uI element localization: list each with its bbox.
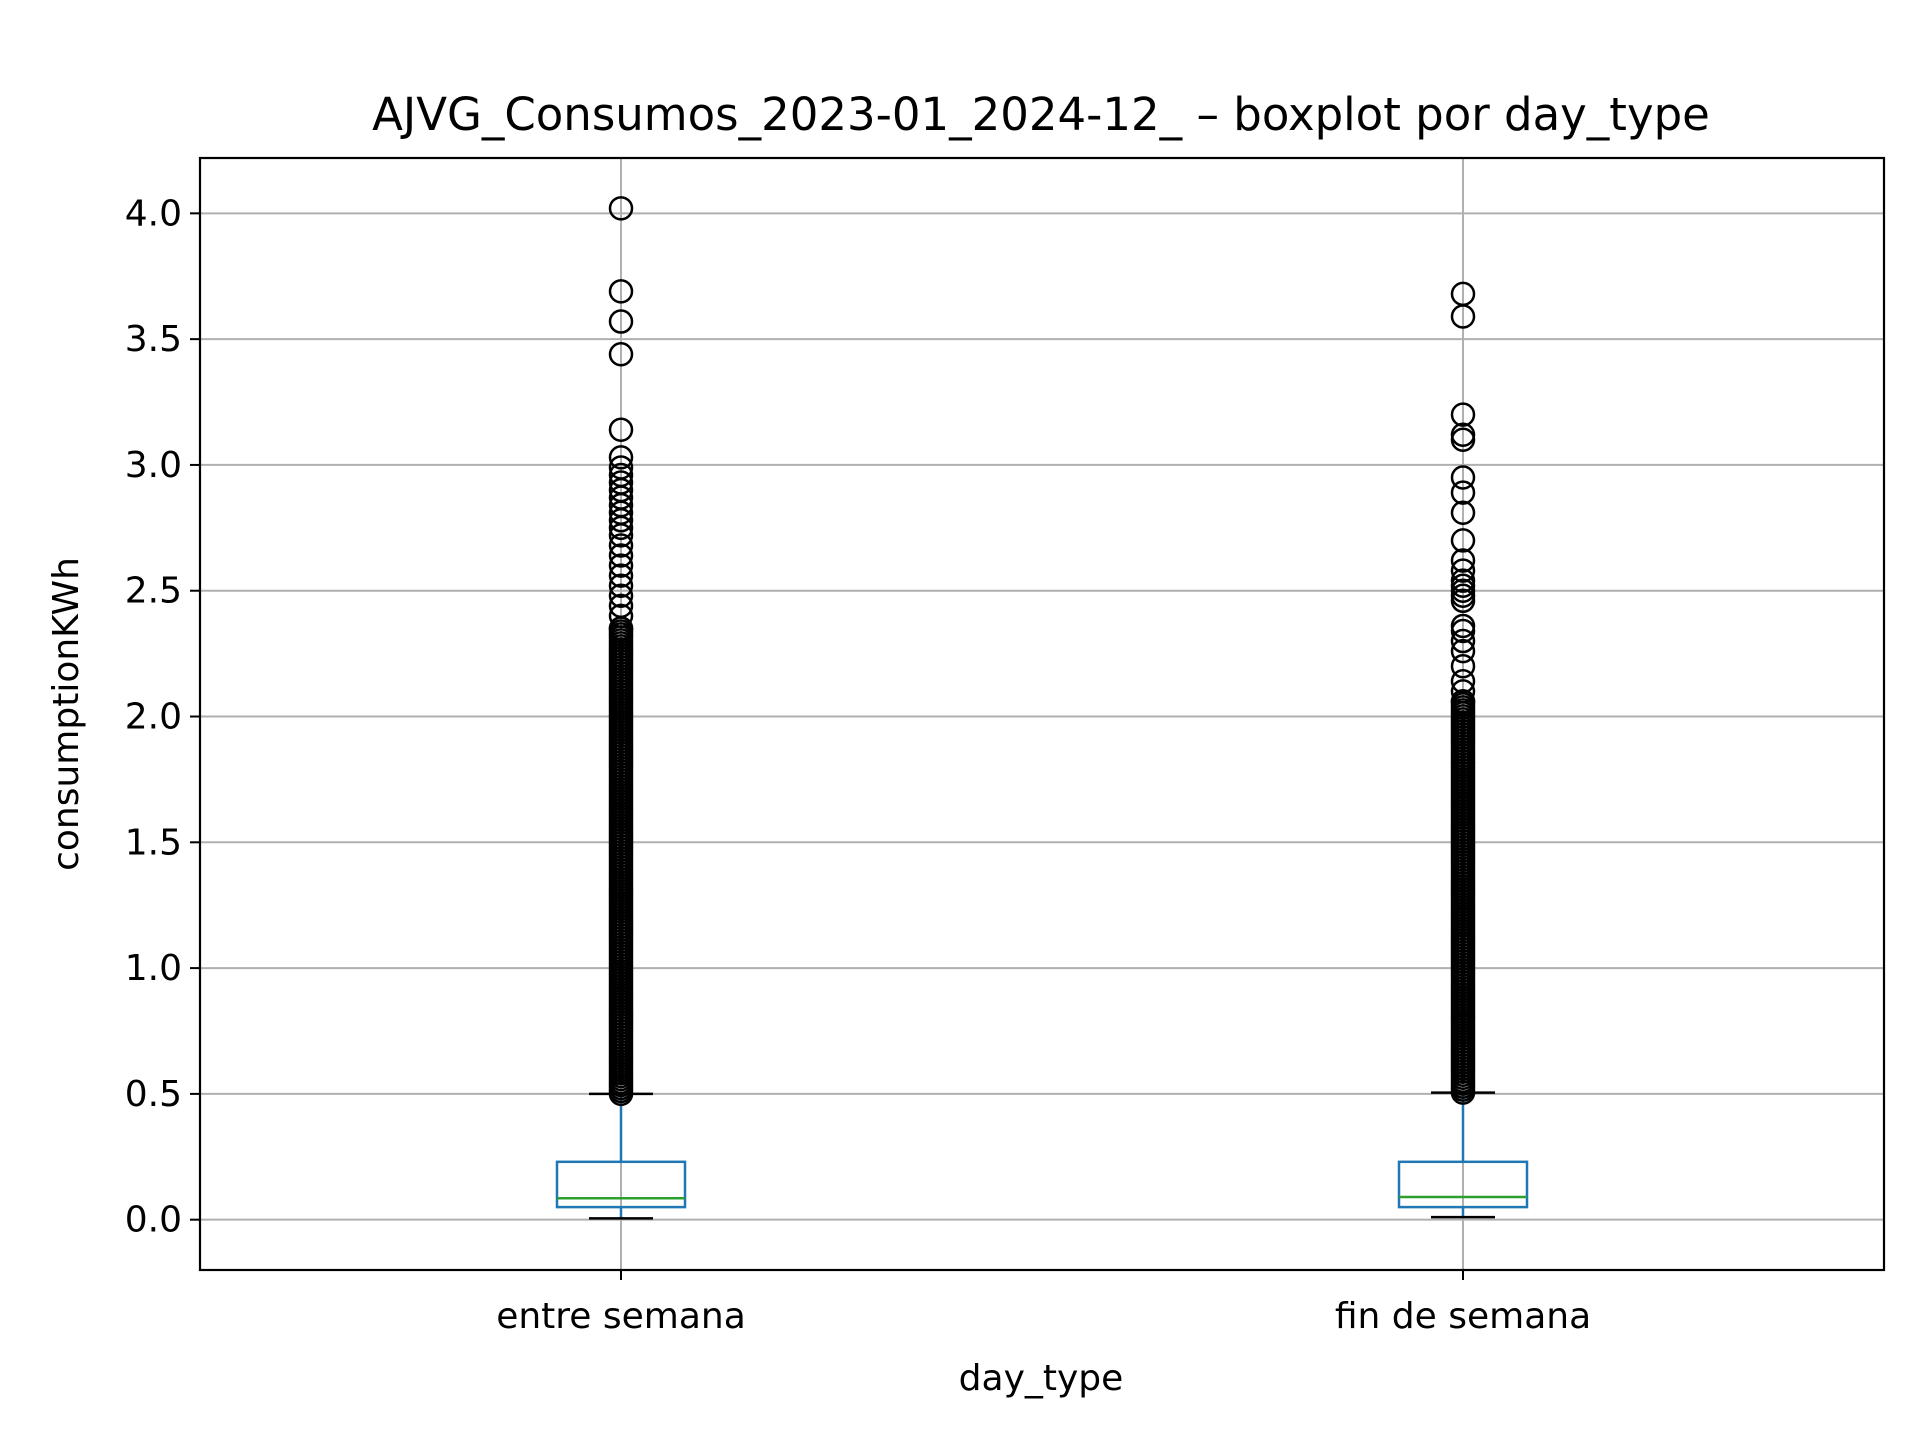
iqr-box (555, 1160, 687, 1209)
flier-points (1450, 281, 1476, 1105)
flier-point (608, 563, 634, 588)
x-tick-label: fin de semana (1335, 1296, 1591, 1337)
flier-point (1450, 528, 1476, 553)
flier-point (1450, 628, 1476, 654)
chart-title: AJVG_Consumos_2023-01_2024-12_ – boxplot… (372, 88, 1710, 141)
flier-point (608, 583, 634, 609)
flier-point (608, 543, 634, 568)
box-series (555, 196, 1529, 1220)
flier-point (1450, 548, 1476, 573)
y-axis-label: consumptionKWh (46, 557, 87, 871)
flier-point (1450, 689, 1476, 714)
flier-point (608, 417, 634, 442)
x-tick-label: entre semana (496, 1296, 746, 1337)
flier-point (608, 573, 634, 598)
y-tick-label: 2.5 (125, 571, 182, 612)
box-2 (1397, 281, 1529, 1219)
flier-point (608, 445, 634, 470)
flier-point (1450, 618, 1476, 644)
flier-point (608, 533, 634, 558)
y-tick-label: 1.5 (125, 822, 182, 863)
flier-point (1450, 679, 1476, 704)
y-axis-ticks: 0.0 0.5 1.0 1.5 2.0 2.5 3.0 3.5 4.0 (125, 193, 200, 1241)
iqr-box (1397, 1160, 1529, 1209)
flier-point (1450, 653, 1476, 679)
box-1 (555, 196, 687, 1220)
flier-point (1450, 638, 1476, 664)
x-axis-label: day_type (959, 1358, 1124, 1399)
flier-point (1450, 465, 1476, 490)
flier-point (608, 196, 634, 221)
flier-point (608, 309, 634, 334)
flier-point (1450, 669, 1476, 694)
flier-point (1450, 588, 1476, 614)
plot-area-frame (198, 156, 1886, 1272)
flier-point (1450, 480, 1476, 505)
y-tick-label: 4.0 (125, 193, 182, 234)
y-tick-label: 1.0 (125, 948, 182, 989)
flier-point (608, 279, 634, 304)
flier-point (608, 616, 634, 641)
y-tick-label: 3.0 (125, 445, 182, 486)
flier-point (608, 603, 634, 629)
flier-point (1450, 500, 1476, 525)
flier-point (608, 523, 634, 548)
x-axis-ticks: entre semana fin de semana (496, 1270, 1591, 1337)
y-tick-label: 0.0 (125, 1200, 182, 1241)
flier-point (608, 553, 634, 578)
flier-point (608, 508, 634, 533)
flier-point (1450, 558, 1476, 583)
y-tick-label: 3.5 (125, 319, 182, 360)
flier-point (1450, 402, 1476, 427)
flier-point (1450, 304, 1476, 329)
flier-point (608, 341, 634, 367)
y-tick-label: 2.0 (125, 697, 182, 738)
flier-points (608, 196, 634, 1107)
flier-point (608, 515, 634, 541)
y-tick-label: 0.5 (125, 1074, 182, 1115)
flier-point (1450, 427, 1476, 453)
